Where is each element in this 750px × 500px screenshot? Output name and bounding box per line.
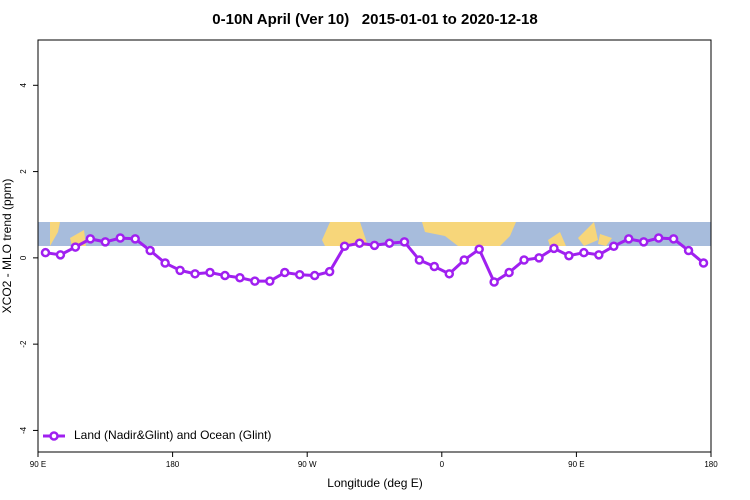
land xyxy=(422,222,516,246)
point xyxy=(130,234,140,244)
land xyxy=(548,232,566,246)
chart-title: 0-10N April (Ver 10) 2015-01-01 to 2020-… xyxy=(212,11,537,28)
x-tick-label: 0 xyxy=(440,460,445,469)
plot-frame xyxy=(37,39,712,453)
y-tick-label: -2 xyxy=(19,340,28,348)
point xyxy=(683,245,694,256)
point xyxy=(220,270,230,281)
point xyxy=(294,269,305,280)
point xyxy=(384,238,395,248)
point xyxy=(653,233,664,243)
point xyxy=(100,237,111,247)
point xyxy=(534,253,544,263)
y-tick-label: 4 xyxy=(19,83,28,88)
point xyxy=(175,265,185,276)
point xyxy=(504,267,514,278)
point xyxy=(190,269,200,279)
point xyxy=(444,269,455,279)
point xyxy=(698,258,709,268)
y-tick-label: -4 xyxy=(19,426,28,434)
y-axis-label: XCO2 - MLO trend (ppm) xyxy=(0,179,14,314)
point xyxy=(55,250,66,260)
point xyxy=(609,241,619,251)
point xyxy=(579,247,589,258)
x-tick-label: 90 E xyxy=(30,460,46,469)
point xyxy=(414,255,425,265)
land xyxy=(578,222,598,246)
point xyxy=(160,258,170,268)
point xyxy=(324,266,335,277)
point xyxy=(115,233,126,243)
point xyxy=(235,272,245,283)
x-axis-label: Longitude (deg E) xyxy=(327,476,422,490)
point xyxy=(474,244,484,254)
point xyxy=(429,261,440,272)
point xyxy=(638,237,649,247)
point xyxy=(280,267,290,278)
y-tick-label: 2 xyxy=(19,169,28,174)
land xyxy=(598,234,612,246)
point xyxy=(85,234,96,244)
point xyxy=(489,277,499,287)
x-tick-label: 90 W xyxy=(298,460,317,469)
point xyxy=(594,250,604,260)
point xyxy=(70,242,81,252)
point xyxy=(399,237,410,247)
point xyxy=(309,270,320,281)
x-tick-label: 180 xyxy=(704,460,718,469)
point xyxy=(40,247,51,258)
point xyxy=(250,276,260,286)
point xyxy=(519,255,529,265)
land xyxy=(50,222,60,246)
point xyxy=(145,245,155,256)
legend-marker xyxy=(49,431,59,441)
point xyxy=(549,243,559,254)
point xyxy=(265,276,275,286)
point xyxy=(205,267,215,278)
x-tick-label: 180 xyxy=(166,460,180,469)
point xyxy=(459,255,469,265)
legend-label: Land (Nadir&Glint) and Ocean (Glint) xyxy=(74,428,271,442)
point xyxy=(668,234,679,244)
point xyxy=(369,240,380,251)
y-tick-label: 0 xyxy=(19,255,28,260)
x-tick-label: 90 E xyxy=(568,460,584,469)
point xyxy=(339,241,350,251)
point xyxy=(623,234,634,244)
point xyxy=(564,250,574,261)
point xyxy=(354,238,365,248)
